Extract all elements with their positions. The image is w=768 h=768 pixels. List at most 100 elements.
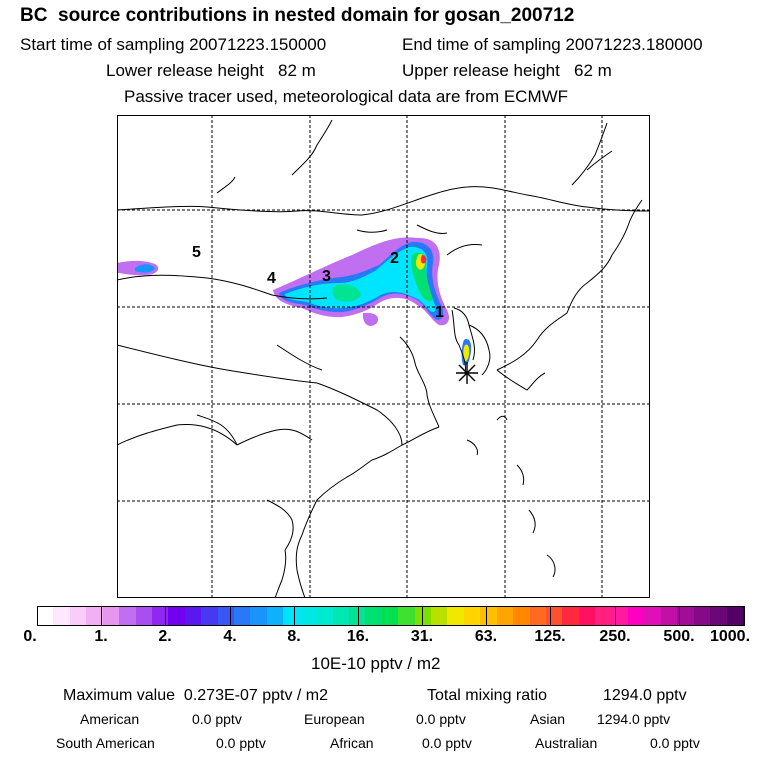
map-panel: 5 4 3 2 1 [117, 115, 650, 598]
colorbar-tick-label: 500. [663, 628, 695, 645]
colorbar-swatch [267, 606, 283, 626]
colorbar-divider [486, 606, 487, 626]
region-value-american: 0.0 pptv [192, 711, 242, 727]
colorbar-tick-label: 0. [23, 628, 37, 645]
region-name-european: European [304, 711, 365, 727]
region-name-australian: Australian [535, 735, 598, 751]
colorbar-swatch [694, 606, 710, 626]
colorbar-swatch [234, 606, 250, 626]
plume-cyan-main [285, 246, 436, 313]
colorbar-divider [550, 606, 551, 626]
colorbar-swatch [677, 606, 694, 626]
colorbar-swatch [431, 606, 447, 626]
colorbar-swatch [644, 606, 661, 626]
source-label-1: 1 [435, 304, 444, 321]
map-canvas: 5 4 3 2 1 [117, 115, 650, 598]
colorbar-swatch [382, 606, 398, 626]
colorbar-swatch [168, 606, 185, 626]
region-value-australian: 0.0 pptv [650, 735, 700, 751]
colorbar-tick-label: 31. [410, 628, 434, 645]
map-grid [117, 115, 650, 598]
colorbar-swatch [447, 606, 464, 626]
colorbar-divider [422, 606, 423, 626]
colorbar-swatch [37, 606, 53, 626]
colorbar-swatch [283, 606, 300, 626]
coastlines [117, 119, 650, 598]
colorbar-tick-label: 4. [223, 628, 237, 645]
colorbar-units-label: 10E-10 pptv / m2 [311, 654, 441, 673]
region-name-american: American [80, 711, 140, 727]
colorbar-swatch [530, 606, 546, 626]
colorbar-swatch [70, 606, 86, 626]
colorbar-swatch [546, 606, 562, 626]
colorbar-divider [37, 606, 38, 626]
plume-mid-green [332, 284, 361, 302]
colorbar [37, 606, 745, 626]
colorbar-swatch [136, 606, 152, 626]
map-frame [117, 115, 650, 598]
end-time-label: End time of sampling 20071223.180000 [402, 35, 703, 54]
region-name-african: African [330, 735, 374, 751]
colorbar-swatch [398, 606, 415, 626]
colorbar-swatch [628, 606, 644, 626]
lower-release-height-label: Lower release height 82 m [106, 61, 316, 80]
region-name-south-american: South American [56, 735, 155, 751]
tracer-info-label: Passive tracer used, meteorological data… [124, 87, 569, 106]
colorbar-divider [615, 606, 616, 626]
colorbar-divider [230, 606, 231, 626]
region-value-european: 0.0 pptv [416, 711, 466, 727]
colorbar-divider [294, 606, 295, 626]
colorbar-swatch [480, 606, 497, 626]
colorbar-divider [165, 606, 166, 626]
colorbar-swatch [316, 606, 333, 626]
colorbar-tick-label: 1000. [709, 628, 751, 645]
map-title: BC source contributions in nested domain… [20, 5, 575, 26]
colorbar-divider [358, 606, 359, 626]
colorbar-tick-label: 1. [94, 628, 108, 645]
colorbar-swatch [201, 606, 218, 626]
colorbar-swatch [710, 606, 727, 626]
receptor-star-icon [456, 362, 478, 384]
source-label-5: 5 [192, 244, 201, 261]
start-time-label: Start time of sampling 20071223.150000 [20, 35, 327, 54]
region-name-asian: Asian [530, 711, 566, 727]
colorbar-divider [743, 606, 744, 626]
colorbar-tick-label: 16. [346, 628, 370, 645]
colorbar-swatch [86, 606, 103, 626]
colorbar-swatch [152, 606, 168, 626]
colorbar-swatch [513, 606, 530, 626]
colorbar-swatch [333, 606, 349, 626]
plume-red-core [420, 255, 427, 264]
concentration-plume [117, 237, 472, 366]
source-label-4: 4 [267, 270, 276, 287]
colorbar-tick-label: 125. [534, 628, 566, 645]
colorbar-swatch [349, 606, 365, 626]
colorbar-divider [679, 606, 680, 626]
colorbar-tick-label: 8. [287, 628, 301, 645]
colorbar-swatch [103, 606, 119, 626]
colorbar-swatch [595, 606, 612, 626]
total-mixing-label: Total mixing ratio [427, 687, 548, 704]
max-value-label: Maximum value 0.273E-07 pptv / m2 [63, 687, 329, 704]
colorbar-divider [101, 606, 102, 626]
region-value-south-american: 0.0 pptv [216, 735, 266, 751]
colorbar-swatch [579, 606, 595, 626]
source-label-2: 2 [390, 250, 399, 267]
plume-korea-core [463, 344, 470, 362]
colorbar-swatch [464, 606, 480, 626]
colorbar-swatch [562, 606, 579, 626]
colorbar-swatch [53, 606, 70, 626]
colorbar-swatch [661, 606, 677, 626]
total-mixing-value: 1294.0 pptv [603, 687, 687, 704]
colorbar-swatch [250, 606, 267, 626]
region-value-african: 0.0 pptv [422, 735, 472, 751]
colorbar-swatch [727, 606, 743, 626]
colorbar-swatch [365, 606, 382, 626]
colorbar-swatch [300, 606, 316, 626]
colorbar-tick-label: 250. [599, 628, 631, 645]
colorbar-swatch [612, 606, 628, 626]
colorbar-swatch [218, 606, 234, 626]
region-value-asian: 1294.0 pptv [597, 711, 671, 727]
colorbar-swatch [119, 606, 136, 626]
plume-south-patch [362, 312, 379, 326]
